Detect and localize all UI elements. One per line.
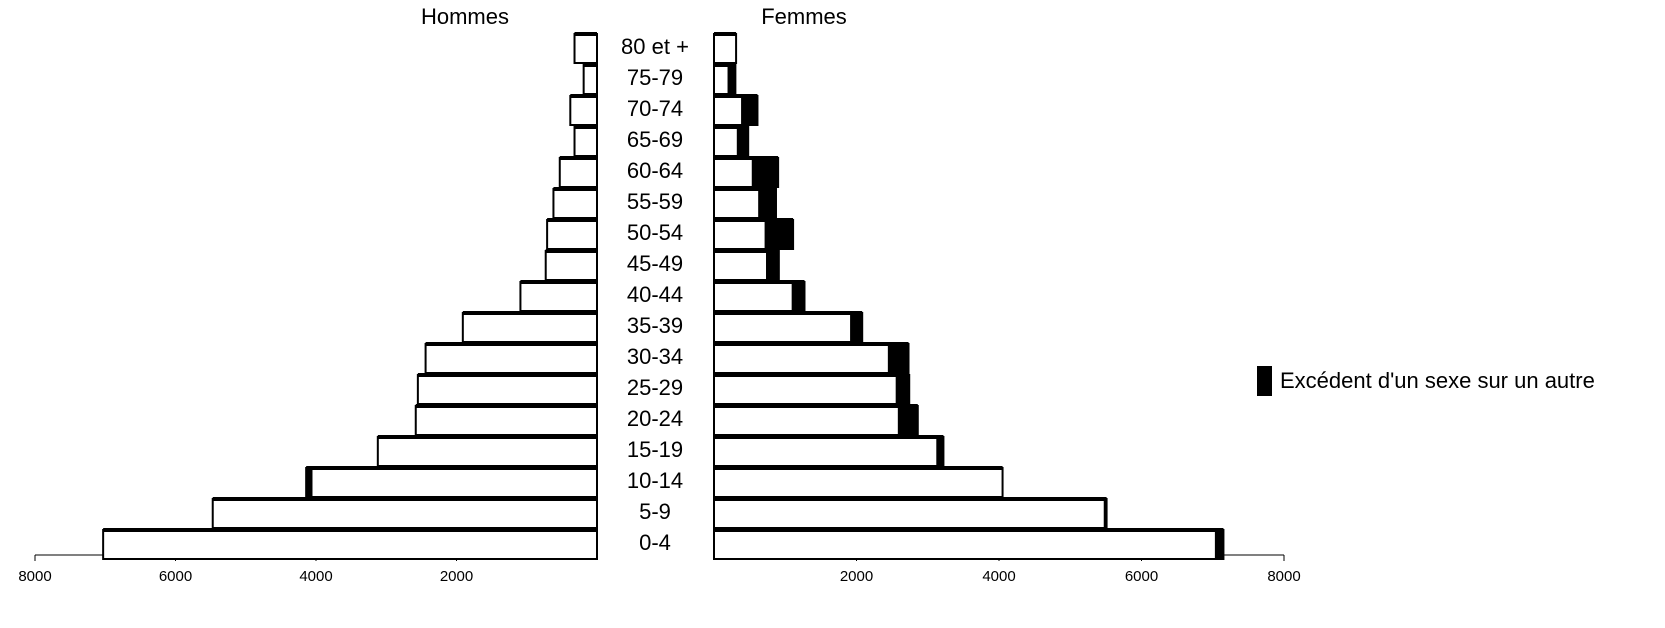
x-tick-label-right: 2000 bbox=[840, 568, 873, 585]
category-label: 10-14 bbox=[627, 468, 683, 493]
excess-bar bbox=[727, 65, 736, 94]
men-bar bbox=[544, 250, 599, 281]
men-bar bbox=[558, 157, 599, 188]
category-label: 0-4 bbox=[639, 530, 671, 555]
men-bar bbox=[519, 281, 598, 312]
excess-bar bbox=[936, 437, 944, 466]
women-bar bbox=[713, 467, 1004, 498]
category-label: 5-9 bbox=[639, 499, 671, 524]
women-title: Femmes bbox=[761, 4, 847, 29]
excess-bar bbox=[1214, 530, 1224, 559]
women-bar bbox=[713, 312, 864, 343]
excess-bar bbox=[895, 375, 910, 404]
x-tick-label-left: 4000 bbox=[299, 568, 332, 585]
women-bar bbox=[713, 436, 945, 467]
women-bar bbox=[713, 374, 911, 405]
excess-bar bbox=[574, 34, 576, 63]
excess-bar bbox=[850, 313, 863, 342]
x-tick-label-right: 6000 bbox=[1125, 568, 1158, 585]
men-bar bbox=[414, 405, 598, 436]
excess-bar bbox=[306, 468, 313, 497]
x-tick-label-right: 4000 bbox=[982, 568, 1015, 585]
excess-bar bbox=[897, 406, 918, 435]
excess-bar bbox=[741, 96, 758, 125]
category-label: 40-44 bbox=[627, 282, 683, 307]
category-label: 45-49 bbox=[627, 251, 683, 276]
men-bar bbox=[546, 219, 598, 250]
men-bar bbox=[102, 529, 599, 560]
x-tick-label-left: 8000 bbox=[18, 568, 51, 585]
men-title: Hommes bbox=[421, 4, 509, 29]
excess-bar bbox=[791, 282, 805, 311]
category-label: 80 et + bbox=[621, 34, 689, 59]
men-bar bbox=[573, 126, 599, 157]
men-bar bbox=[416, 374, 598, 405]
excess-bar bbox=[1103, 499, 1107, 528]
men-bar bbox=[582, 64, 599, 95]
x-tick-label-left: 2000 bbox=[440, 568, 473, 585]
category-label: 35-39 bbox=[627, 313, 683, 338]
category-label: 50-54 bbox=[627, 220, 683, 245]
men-bar bbox=[424, 343, 598, 374]
women-bar bbox=[713, 281, 806, 312]
category-label: 15-19 bbox=[627, 437, 683, 462]
excess-bar bbox=[736, 127, 749, 156]
excess-bar bbox=[764, 220, 794, 249]
excess-bar bbox=[758, 189, 776, 218]
category-label: 70-74 bbox=[627, 96, 683, 121]
category-label: 60-64 bbox=[627, 158, 683, 183]
excess-bar bbox=[887, 344, 909, 373]
men-bar bbox=[552, 188, 599, 219]
category-label: 55-59 bbox=[627, 189, 683, 214]
x-tick-label-right: 8000 bbox=[1267, 568, 1300, 585]
excess-bar bbox=[751, 158, 779, 187]
women-bar bbox=[713, 405, 919, 436]
category-label: 75-79 bbox=[627, 65, 683, 90]
women-bar bbox=[713, 33, 738, 64]
excess-bar bbox=[766, 251, 779, 280]
x-tick-label-left: 6000 bbox=[159, 568, 192, 585]
category-label: 25-29 bbox=[627, 375, 683, 400]
men-bar bbox=[573, 33, 599, 64]
women-bar bbox=[713, 529, 1225, 560]
women-bar bbox=[713, 498, 1108, 529]
women-bar bbox=[713, 343, 910, 374]
legend-swatch bbox=[1257, 366, 1272, 396]
category-label: 30-34 bbox=[627, 344, 683, 369]
legend-label: Excédent d'un sexe sur un autre bbox=[1280, 368, 1595, 393]
men-bar bbox=[569, 95, 598, 126]
category-label: 65-69 bbox=[627, 127, 683, 152]
category-label: 20-24 bbox=[627, 406, 683, 431]
men-bar bbox=[461, 312, 599, 343]
men-bar bbox=[305, 467, 598, 498]
men-bar bbox=[376, 436, 598, 467]
men-bar bbox=[211, 498, 598, 529]
